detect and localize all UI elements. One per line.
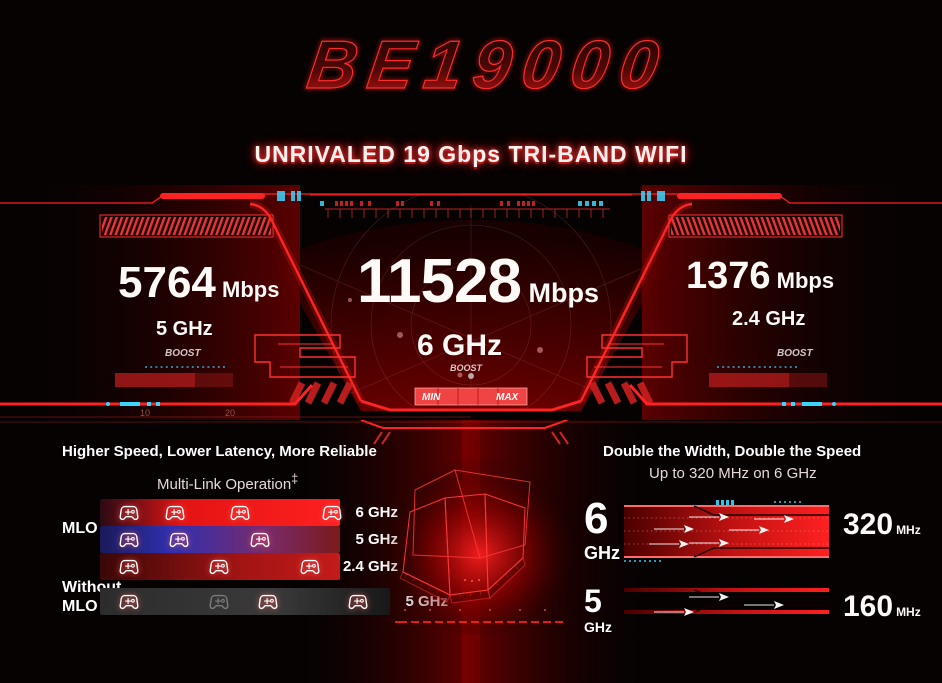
svg-text:MIN: MIN bbox=[422, 392, 441, 403]
svg-text:BOOST: BOOST bbox=[450, 363, 484, 373]
svg-text:BOOST: BOOST bbox=[777, 348, 813, 359]
svg-text:10: 10 bbox=[140, 408, 150, 418]
svg-text:BOOST: BOOST bbox=[165, 348, 201, 359]
svg-text:20: 20 bbox=[225, 408, 235, 418]
svg-text:MAX: MAX bbox=[496, 392, 520, 403]
svg-text:BE19000: BE19000 bbox=[303, 27, 674, 103]
